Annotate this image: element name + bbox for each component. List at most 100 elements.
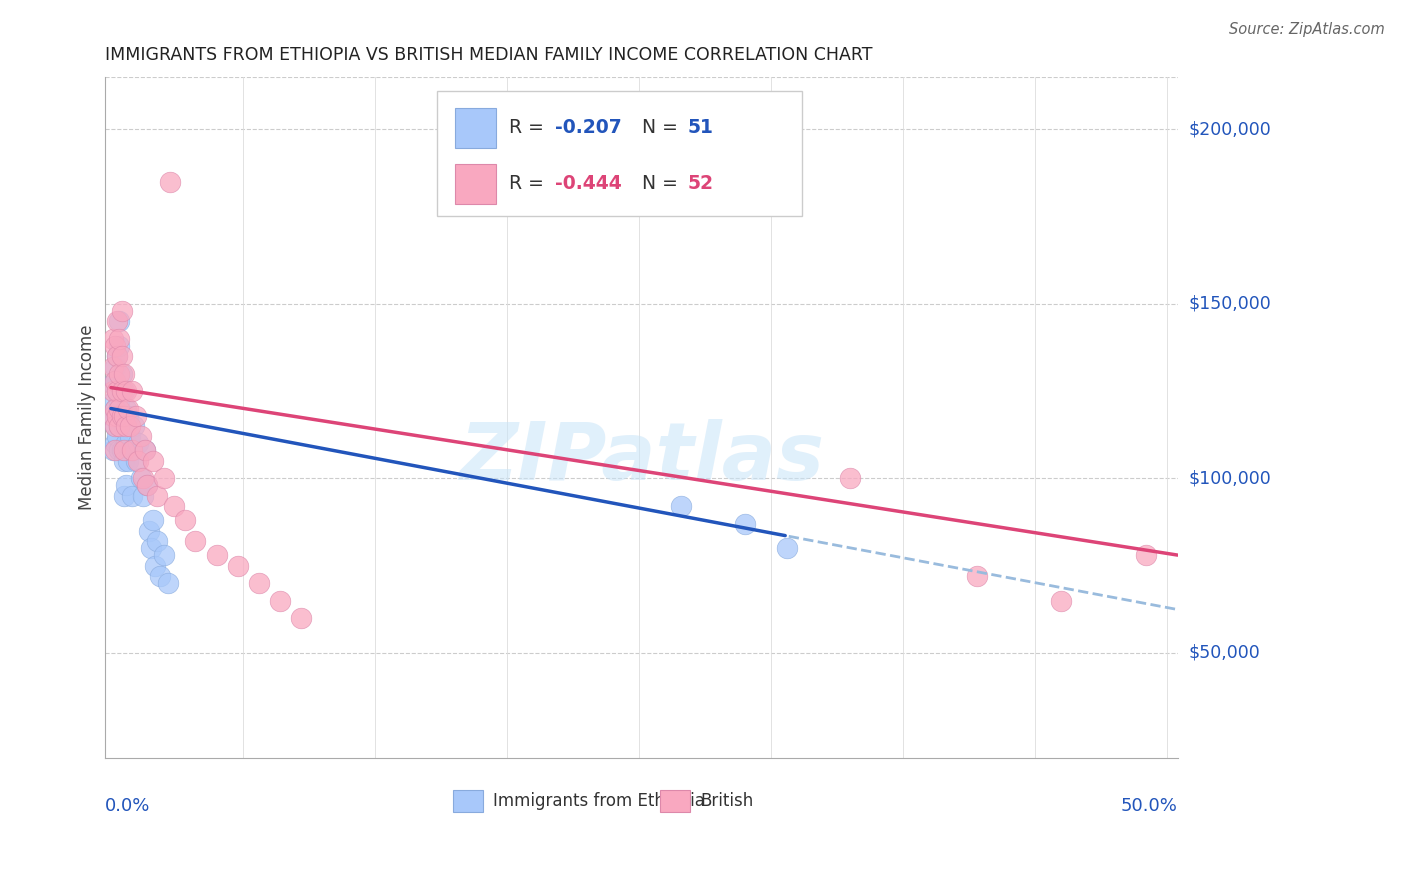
- Point: [134, 443, 156, 458]
- Point: [112, 409, 135, 423]
- Point: [108, 332, 131, 346]
- Text: 50.0%: 50.0%: [1121, 797, 1178, 814]
- Point: [135, 478, 157, 492]
- Point: [148, 569, 170, 583]
- Point: [101, 443, 124, 458]
- Point: [105, 349, 128, 363]
- Point: [129, 429, 152, 443]
- Point: [114, 436, 136, 450]
- Point: [114, 384, 136, 398]
- Point: [290, 611, 312, 625]
- Point: [104, 436, 127, 450]
- Text: ZIPatlas: ZIPatlas: [458, 419, 824, 497]
- Point: [110, 409, 132, 423]
- Point: [104, 419, 127, 434]
- Point: [118, 419, 141, 434]
- Point: [121, 443, 143, 458]
- Point: [105, 314, 128, 328]
- Point: [108, 419, 131, 434]
- Point: [101, 359, 124, 374]
- Text: Source: ZipAtlas.com: Source: ZipAtlas.com: [1229, 22, 1385, 37]
- Point: [112, 489, 135, 503]
- Point: [108, 401, 131, 416]
- Point: [131, 489, 153, 503]
- Point: [101, 384, 124, 398]
- Point: [104, 359, 127, 374]
- Point: [118, 429, 141, 443]
- Point: [173, 513, 195, 527]
- Text: N =: N =: [630, 174, 685, 193]
- Text: $150,000: $150,000: [1188, 295, 1271, 313]
- Point: [776, 541, 799, 556]
- Point: [110, 384, 132, 398]
- Point: [105, 429, 128, 443]
- Text: -0.207: -0.207: [555, 118, 621, 136]
- Bar: [453, 790, 484, 812]
- Point: [117, 454, 139, 468]
- Point: [114, 478, 136, 492]
- Point: [104, 374, 127, 388]
- Text: 51: 51: [688, 118, 713, 136]
- Point: [112, 367, 135, 381]
- Text: Immigrants from Ethiopia: Immigrants from Ethiopia: [494, 792, 704, 810]
- Point: [108, 394, 131, 409]
- Point: [101, 409, 124, 423]
- Point: [110, 303, 132, 318]
- Point: [159, 175, 181, 189]
- Point: [104, 401, 127, 416]
- Point: [114, 419, 136, 434]
- Point: [101, 332, 124, 346]
- Point: [247, 576, 270, 591]
- Point: [101, 394, 124, 409]
- Point: [839, 471, 862, 485]
- Bar: [456, 108, 496, 147]
- Bar: [456, 164, 496, 203]
- Point: [110, 349, 132, 363]
- Point: [121, 384, 143, 398]
- Text: $100,000: $100,000: [1188, 469, 1271, 487]
- Bar: [661, 790, 690, 812]
- Point: [138, 524, 160, 538]
- Point: [142, 454, 165, 468]
- Point: [127, 454, 149, 468]
- Point: [135, 478, 157, 492]
- Point: [110, 409, 132, 423]
- Point: [134, 443, 156, 458]
- Point: [104, 374, 127, 388]
- Point: [152, 471, 174, 485]
- Point: [105, 349, 128, 363]
- Text: 52: 52: [688, 174, 713, 193]
- Text: $200,000: $200,000: [1188, 120, 1271, 138]
- Point: [1135, 548, 1157, 562]
- Point: [226, 558, 249, 573]
- Point: [104, 339, 127, 353]
- Text: N =: N =: [630, 118, 685, 136]
- Text: R =: R =: [509, 174, 550, 193]
- Y-axis label: Median Family Income: Median Family Income: [79, 325, 96, 510]
- Point: [121, 443, 143, 458]
- Point: [112, 443, 135, 458]
- Point: [205, 548, 228, 562]
- Point: [269, 593, 291, 607]
- Point: [110, 367, 132, 381]
- Point: [156, 576, 179, 591]
- Point: [108, 367, 131, 381]
- Point: [143, 558, 166, 573]
- Point: [112, 454, 135, 468]
- FancyBboxPatch shape: [437, 90, 801, 217]
- Point: [112, 384, 135, 398]
- Point: [104, 401, 127, 416]
- Point: [139, 541, 162, 556]
- Text: -0.444: -0.444: [555, 174, 621, 193]
- Point: [101, 409, 124, 423]
- Point: [122, 419, 145, 434]
- Point: [163, 500, 186, 514]
- Point: [108, 443, 131, 458]
- Point: [108, 339, 131, 353]
- Text: IMMIGRANTS FROM ETHIOPIA VS BRITISH MEDIAN FAMILY INCOME CORRELATION CHART: IMMIGRANTS FROM ETHIOPIA VS BRITISH MEDI…: [104, 46, 872, 64]
- Point: [146, 489, 169, 503]
- Point: [129, 471, 152, 485]
- Point: [105, 384, 128, 398]
- Point: [1050, 593, 1073, 607]
- Point: [125, 454, 148, 468]
